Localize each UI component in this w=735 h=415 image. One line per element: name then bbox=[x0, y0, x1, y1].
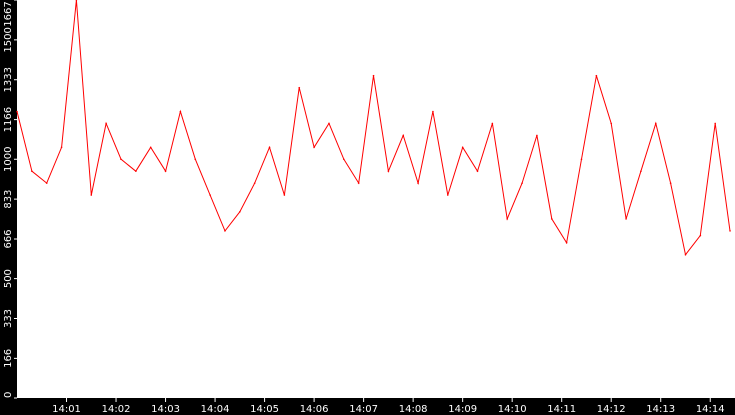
data-point bbox=[357, 182, 360, 184]
y-tick-label: 166 bbox=[3, 349, 14, 368]
data-point bbox=[476, 170, 479, 172]
data-point bbox=[253, 182, 256, 184]
data-point bbox=[565, 242, 568, 244]
x-tick-label: 14:07 bbox=[349, 404, 378, 415]
y-tick-label: 1000 bbox=[3, 147, 14, 172]
data-point bbox=[580, 158, 583, 161]
x-tick-label: 14:06 bbox=[300, 404, 329, 415]
x-tick-label: 14:14 bbox=[696, 404, 725, 415]
data-point bbox=[75, 0, 78, 1]
data-point bbox=[625, 218, 627, 220]
data-point bbox=[90, 194, 93, 196]
data-point bbox=[164, 170, 167, 172]
y-tick-label: 0 bbox=[3, 392, 14, 398]
data-point bbox=[669, 182, 672, 184]
x-tick-label: 14:12 bbox=[597, 404, 626, 415]
data-point bbox=[610, 122, 613, 125]
data-point bbox=[135, 170, 137, 172]
x-tick-label: 14:11 bbox=[547, 404, 576, 415]
y-tick-label: 666 bbox=[3, 229, 14, 248]
plot-area bbox=[17, 0, 735, 398]
data-point bbox=[120, 158, 122, 161]
data-point bbox=[105, 122, 107, 125]
data-point bbox=[684, 253, 687, 256]
data-point bbox=[60, 146, 63, 149]
x-tick-label: 14:08 bbox=[399, 404, 428, 415]
x-tick-label: 14:05 bbox=[250, 404, 279, 415]
data-point bbox=[224, 230, 226, 232]
data-point bbox=[595, 74, 598, 77]
data-point bbox=[536, 134, 538, 137]
data-point bbox=[402, 134, 405, 137]
data-point bbox=[417, 182, 419, 184]
data-point bbox=[729, 230, 731, 232]
data-point bbox=[298, 86, 301, 89]
data-point bbox=[194, 158, 197, 161]
x-tick-label: 14:10 bbox=[498, 404, 527, 415]
data-point bbox=[714, 122, 716, 125]
data-point bbox=[343, 158, 345, 161]
data-point bbox=[506, 218, 509, 220]
y-tick-label: 500 bbox=[3, 269, 14, 288]
data-point bbox=[31, 170, 33, 172]
y-tick-label: 1166 bbox=[3, 107, 14, 132]
data-point bbox=[372, 74, 375, 77]
data-point bbox=[521, 182, 523, 184]
y-tick-label: 833 bbox=[3, 190, 14, 209]
data-point bbox=[654, 122, 657, 125]
data-point bbox=[699, 234, 702, 237]
data-point bbox=[45, 182, 48, 184]
x-tick-label: 14:01 bbox=[52, 404, 81, 415]
x-tick-label: 14:13 bbox=[646, 404, 675, 415]
y-tick-label: 333 bbox=[3, 309, 14, 328]
data-point bbox=[209, 194, 211, 196]
data-point bbox=[640, 170, 642, 172]
data-point bbox=[16, 110, 18, 113]
x-tick-label: 14:03 bbox=[151, 404, 180, 415]
data-point bbox=[328, 122, 330, 125]
data-point bbox=[283, 194, 286, 196]
data-point bbox=[179, 110, 182, 113]
data-point bbox=[239, 210, 241, 213]
x-tick-label: 14:09 bbox=[448, 404, 477, 415]
series-layer bbox=[16, 0, 731, 256]
data-point bbox=[447, 194, 449, 196]
x-tick-label: 14:04 bbox=[201, 404, 230, 415]
y-tick-label: 1667 bbox=[3, 1, 14, 26]
data-point bbox=[461, 146, 464, 149]
data-point bbox=[432, 110, 434, 113]
x-tick-label: 14:02 bbox=[102, 404, 131, 415]
y-tick-label: 1333 bbox=[3, 67, 14, 92]
data-point bbox=[387, 170, 390, 172]
data-point bbox=[268, 146, 271, 149]
y-tick-label: 1500 bbox=[3, 27, 14, 52]
data-point bbox=[149, 146, 152, 149]
x-axis: 14:01 14:02 14:03 14:04 14:05 14:06 14:07 14:08… bbox=[52, 398, 725, 415]
data-point bbox=[313, 146, 315, 149]
data-point bbox=[550, 218, 553, 220]
data-point bbox=[491, 122, 494, 125]
